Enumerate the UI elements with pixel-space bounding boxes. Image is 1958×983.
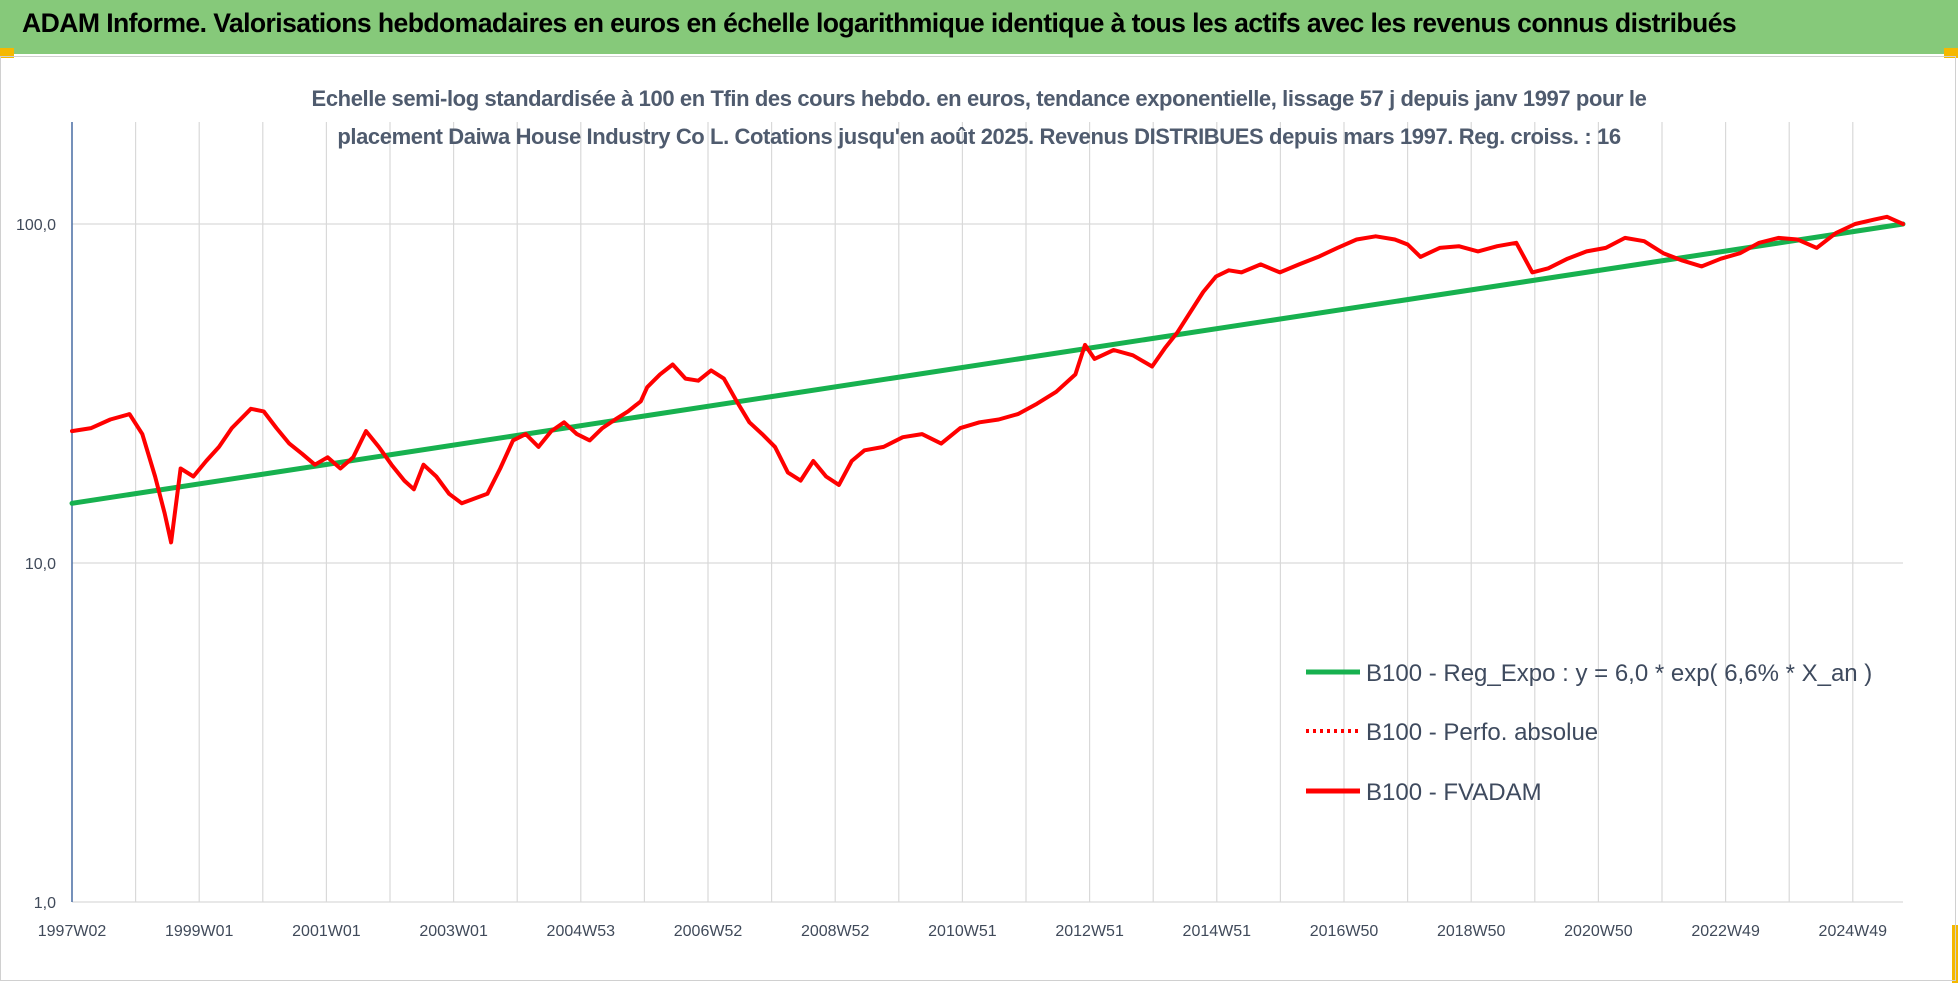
x-tick-label: 2010W51 — [928, 923, 997, 940]
legend-label: B100 - Perfo. absolue — [1366, 719, 1598, 746]
series-line-reg-expo — [69, 221, 1906, 506]
x-tick-label: 2001W01 — [292, 923, 361, 940]
tick-layer: 1,0 10,0 100,0 1997W02 1999W01 2001W01 2003W01… — [16, 217, 1887, 940]
grid-layer — [71, 122, 1903, 903]
x-tick-label: 2014W51 — [1183, 923, 1252, 940]
legend-label: B100 - FVADAM — [1366, 779, 1542, 806]
chart-frame — [0, 56, 1956, 981]
series-layer — [69, 214, 1906, 545]
y-tick-label: 100,0 — [16, 217, 56, 234]
x-tick-label: 2006W52 — [674, 923, 743, 940]
x-tick-label: 2024W49 — [1819, 923, 1888, 940]
legend-label: B100 - Reg_Expo : y = 6,0 * exp( 6,6% * … — [1366, 660, 1872, 687]
header-bar — [0, 0, 1958, 54]
x-tick-label: 1997W02 — [38, 923, 107, 940]
legend: B100 - Reg_Expo : y = 6,0 * exp( 6,6% * … — [1306, 660, 1872, 806]
x-tick-label: 2016W50 — [1310, 923, 1379, 940]
series-line-fvadam — [70, 214, 1905, 545]
header-title: ADAM Informe. Valorisations hebdomadaire… — [22, 8, 1737, 38]
x-tick-label: 2020W50 — [1564, 923, 1633, 940]
chart-title-line2: placement Daiwa House Industry Co L. Cot… — [337, 124, 1621, 149]
y-tick-label: 10,0 — [25, 556, 56, 573]
corner-marker-top-right — [1944, 48, 1958, 58]
x-tick-label: 2004W53 — [547, 923, 616, 940]
corner-marker-top-left — [0, 48, 14, 58]
x-tick-label: 2018W50 — [1437, 923, 1506, 940]
chart-title-line1: Echelle semi-log standardisée à 100 en T… — [311, 86, 1647, 111]
x-tick-label: 2008W52 — [801, 923, 870, 940]
y-tick-label: 1,0 — [34, 895, 56, 912]
x-tick-label: 1999W01 — [165, 923, 234, 940]
x-tick-label: 2012W51 — [1055, 923, 1124, 940]
x-tick-label: 2003W01 — [419, 923, 488, 940]
x-tick-label: 2022W49 — [1691, 923, 1760, 940]
